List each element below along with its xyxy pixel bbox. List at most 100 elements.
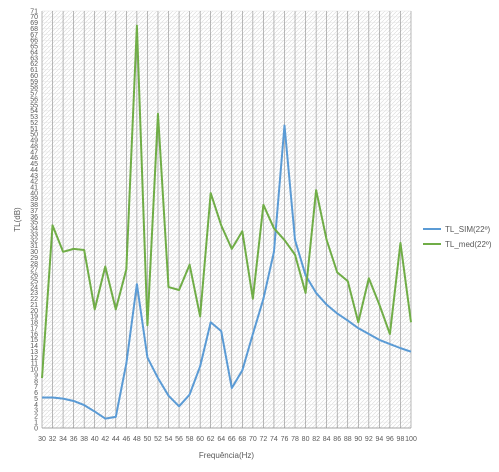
y-tick-label: 67 [30, 32, 38, 39]
y-tick-label: 64 [30, 49, 38, 56]
x-tick-label: 38 [80, 436, 88, 443]
x-tick-label: 32 [49, 436, 57, 443]
y-tick-label: 38 [30, 202, 38, 209]
x-tick-label: 98 [397, 436, 405, 443]
x-tick-label: 60 [196, 436, 204, 443]
x-tick-labels: 30 32 34 36 38 40 42 44 46 48 50 52 54 56 58 60 62 64 66 68… [38, 436, 417, 443]
x-tick-label: 42 [101, 436, 109, 443]
y-tick-label: 57 [30, 91, 38, 98]
y-tick-label: 25 [30, 278, 38, 285]
y-tick-label: 26 [30, 273, 38, 280]
y-tick-label: 69 [30, 20, 38, 27]
y-tick-label: 8 [34, 378, 38, 385]
x-tick-label: 44 [112, 436, 120, 443]
y-tick-label: 59 [30, 79, 38, 86]
y-tick-label: 60 [30, 73, 38, 80]
y-tick-label: 47 [30, 149, 38, 156]
y-tick-label: 13 [30, 349, 38, 356]
x-tick-label: 36 [70, 436, 78, 443]
series-lines [41, 24, 412, 420]
y-tick-label: 49 [30, 138, 38, 145]
y-tick-label: 24 [30, 284, 38, 291]
y-tick-label: 65 [30, 44, 38, 51]
y-tick-label: 71 [30, 8, 38, 15]
y-tick-label: 54 [30, 108, 38, 115]
x-tick-label: 46 [122, 436, 130, 443]
y-tick-label: 3 [34, 408, 38, 415]
x-tick-label: 56 [175, 436, 183, 443]
x-tick-label: 58 [186, 436, 194, 443]
y-tick-label: 34 [30, 226, 38, 233]
x-tick-label: 84 [323, 436, 331, 443]
y-tick-label: 33 [30, 231, 38, 238]
x-tick-label: 50 [144, 436, 152, 443]
y-tick-label: 58 [30, 85, 38, 92]
y-tick-label: 35 [30, 220, 38, 227]
y-axis-label: TL(dB) [13, 207, 22, 232]
y-tick-label: 43 [30, 173, 38, 180]
x-tick-label: 88 [344, 436, 352, 443]
x-tick-label: 40 [91, 436, 99, 443]
x-tick-label: 64 [217, 436, 225, 443]
y-tick-label: 16 [30, 331, 38, 338]
y-tick-label: 36 [30, 214, 38, 221]
x-tick-label: 76 [281, 436, 289, 443]
y-tick-label: 52 [30, 120, 38, 127]
y-tick-label: 40 [30, 190, 38, 197]
series-line [41, 24, 412, 379]
x-tick-label: 62 [207, 436, 215, 443]
x-tick-label: 48 [133, 436, 141, 443]
y-tick-label: 29 [30, 255, 38, 262]
y-tick-label: 21 [30, 302, 38, 309]
legend[interactable]: TL_SIM(22º) TL_med(22º) [423, 225, 492, 249]
x-tick-label: 78 [291, 436, 299, 443]
x-tick-label: 30 [38, 436, 46, 443]
x-tick-label: 74 [270, 436, 278, 443]
x-tick-label: 82 [312, 436, 320, 443]
x-axis-label: Frequência(Hz) [199, 451, 254, 460]
y-tick-label: 55 [30, 102, 38, 109]
y-tick-label: 28 [30, 261, 38, 268]
y-tick-label: 20 [30, 308, 38, 315]
legend-label: TL_med(22º) [445, 240, 492, 249]
series-line [42, 124, 412, 420]
plot-area [42, 11, 411, 428]
y-tick-label: 56 [30, 96, 38, 103]
y-tick-label: 70 [30, 14, 38, 21]
y-tick-label: 42 [30, 179, 38, 186]
y-tick-label: 6 [34, 390, 38, 397]
y-tick-label: 12 [30, 355, 38, 362]
y-tick-label: 7 [34, 384, 38, 391]
y-tick-label: 10 [30, 367, 38, 374]
x-tick-label: 66 [228, 436, 236, 443]
y-tick-label: 14 [30, 343, 38, 350]
y-tick-label: 62 [30, 61, 38, 68]
y-tick-label: 48 [30, 143, 38, 150]
x-tick-label: 70 [249, 436, 257, 443]
y-tick-label: 66 [30, 38, 38, 45]
y-tick-label: 53 [30, 114, 38, 121]
y-tick-label: 44 [30, 167, 38, 174]
y-tick-label: 32 [30, 237, 38, 244]
y-tick-label: 30 [30, 249, 38, 256]
y-tick-labels: 0123456789101112131415161718192021222324… [30, 8, 38, 432]
x-tick-label: 92 [365, 436, 373, 443]
y-tick-label: 51 [30, 126, 38, 133]
y-tick-label: 22 [30, 296, 38, 303]
y-tick-label: 0 [34, 425, 38, 432]
x-tick-label: 100 [405, 436, 417, 443]
y-tick-label: 17 [30, 325, 38, 332]
legend-label: TL_SIM(22º) [445, 225, 490, 234]
y-tick-label: 37 [30, 208, 38, 215]
x-tick-label: 90 [354, 436, 362, 443]
x-tick-label: 72 [260, 436, 268, 443]
y-tick-label: 46 [30, 155, 38, 162]
y-tick-label: 31 [30, 243, 38, 250]
x-tick-label: 54 [165, 436, 173, 443]
y-tick-label: 18 [30, 320, 38, 327]
y-tick-label: 27 [30, 267, 38, 274]
y-tick-label: 2 [34, 414, 38, 421]
x-tick-label: 68 [238, 436, 246, 443]
x-tick-label: 34 [59, 436, 67, 443]
